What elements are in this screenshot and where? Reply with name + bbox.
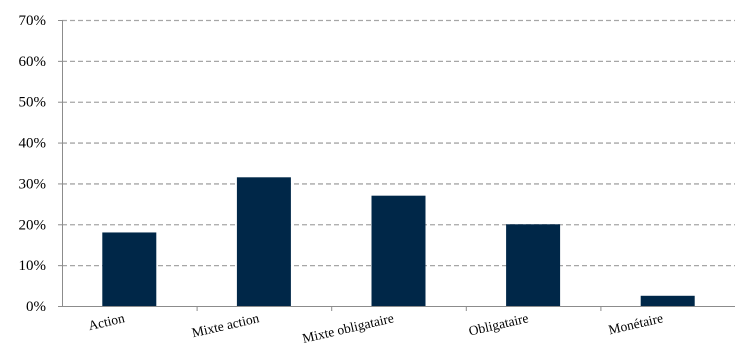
y-tick-label: 10% [19,258,47,274]
axes [58,20,735,311]
y-tick-label: 50% [19,95,47,111]
y-tick-label: 60% [19,54,47,70]
y-tick-label: 0% [26,299,46,315]
y-tick-labels: 0% 10% 20% 30% 40% 50% 60% 70% [19,13,47,315]
bar-4 [640,295,695,306]
y-tick-label: 30% [19,176,47,192]
bars [102,177,695,306]
bar-1 [236,177,291,306]
y-tick-label: 40% [19,136,47,152]
x-tick-label: Monétaire [607,310,664,337]
bar-2 [371,195,426,306]
bar-3 [506,224,561,306]
x-tick-label: Mixte action [190,310,260,340]
x-tick-label: Action [87,310,126,333]
x-tick-label: Obligataire [467,310,530,338]
y-tick-label: 20% [19,217,47,233]
y-tick-label: 70% [19,13,47,29]
bar-0 [102,232,157,306]
x-tick-labels: Action Mixte action Mixte obligataire Oblig… [87,310,665,346]
gridlines [62,19,735,267]
x-tick-label: Mixte obligataire [301,310,395,346]
